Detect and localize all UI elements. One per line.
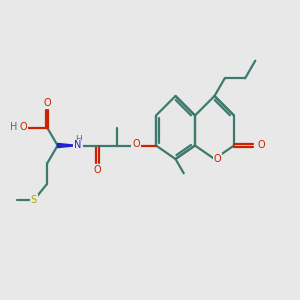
Text: O: O [43, 98, 51, 108]
Text: O: O [94, 165, 101, 175]
Text: H: H [75, 135, 81, 144]
Text: S: S [31, 195, 37, 206]
Text: N: N [74, 140, 82, 151]
Text: O: O [132, 139, 140, 149]
Polygon shape [58, 143, 78, 148]
Text: O: O [257, 140, 265, 151]
Text: H: H [10, 122, 17, 133]
Text: O: O [214, 154, 221, 164]
Text: O: O [19, 122, 27, 133]
